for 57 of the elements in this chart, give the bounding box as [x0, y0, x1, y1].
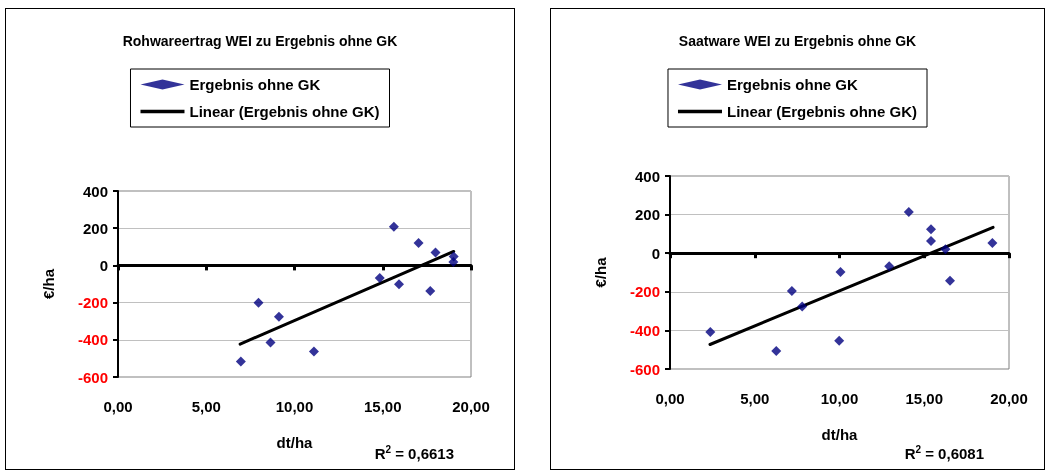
legend-label: Linear (Ergebnis ohne GK) [726, 103, 918, 120]
y-axis-title: €/ha [40, 268, 57, 300]
point [926, 236, 937, 247]
point [771, 346, 782, 357]
point [413, 237, 424, 248]
y-tick-label: 0 [99, 256, 108, 274]
point [425, 285, 436, 296]
point [430, 247, 441, 258]
x-tick-label: 0,00 [103, 398, 133, 415]
point [273, 311, 284, 322]
point [705, 326, 716, 337]
y-axis-title: €/ha [592, 256, 609, 288]
y-tick-label: 400 [634, 167, 660, 185]
x-tick-label: 5,00 [740, 390, 770, 407]
point [903, 207, 914, 218]
legend-label: Ergebnis ohne GK [189, 76, 321, 93]
point [884, 261, 895, 272]
chart-title: Saatware WEI zu Ergebnis ohne GK [678, 33, 917, 49]
point [797, 301, 808, 312]
point [308, 346, 319, 357]
point [374, 273, 385, 284]
legend-label: Ergebnis ohne GK [726, 76, 858, 93]
chart-title: Rohwareertrag WEI zu Ergebnis ohne GK [122, 33, 398, 49]
point [235, 356, 246, 367]
y-tick-label: -600 [629, 360, 660, 378]
x-tick-label: 15,00 [363, 398, 402, 415]
y-tick-label: -400 [629, 321, 660, 339]
y-tick-label: 400 [82, 182, 108, 200]
x-tick-label: 20,00 [990, 390, 1028, 407]
point [393, 279, 404, 290]
point [253, 297, 264, 308]
y-tick-label: -600 [77, 368, 108, 386]
x-tick-label: 0,00 [655, 390, 685, 407]
x-tick-label: 10,00 [820, 390, 859, 407]
y-tick-label: -200 [77, 294, 108, 312]
x-tick-label: 20,00 [452, 398, 490, 415]
point [945, 275, 956, 286]
point [786, 286, 797, 297]
y-tick-label: 200 [82, 219, 108, 237]
point [388, 221, 399, 232]
x-tick-label: 15,00 [905, 390, 944, 407]
point [926, 224, 937, 235]
point [265, 337, 276, 348]
y-tick-label: 200 [634, 206, 660, 224]
point [448, 257, 459, 268]
y-tick-label: -400 [77, 331, 108, 349]
legend-label: Linear (Ergebnis ohne GK) [189, 103, 380, 120]
point [987, 237, 998, 248]
x-axis-title: dt/ha [821, 426, 859, 443]
x-tick-label: 10,00 [275, 398, 314, 415]
point [835, 266, 846, 277]
point [834, 335, 845, 346]
x-axis-title: dt/ha [276, 434, 314, 451]
point [940, 244, 951, 255]
y-tick-label: -200 [629, 283, 660, 301]
x-tick-label: 5,00 [191, 398, 221, 415]
y-tick-label: 0 [651, 244, 660, 262]
